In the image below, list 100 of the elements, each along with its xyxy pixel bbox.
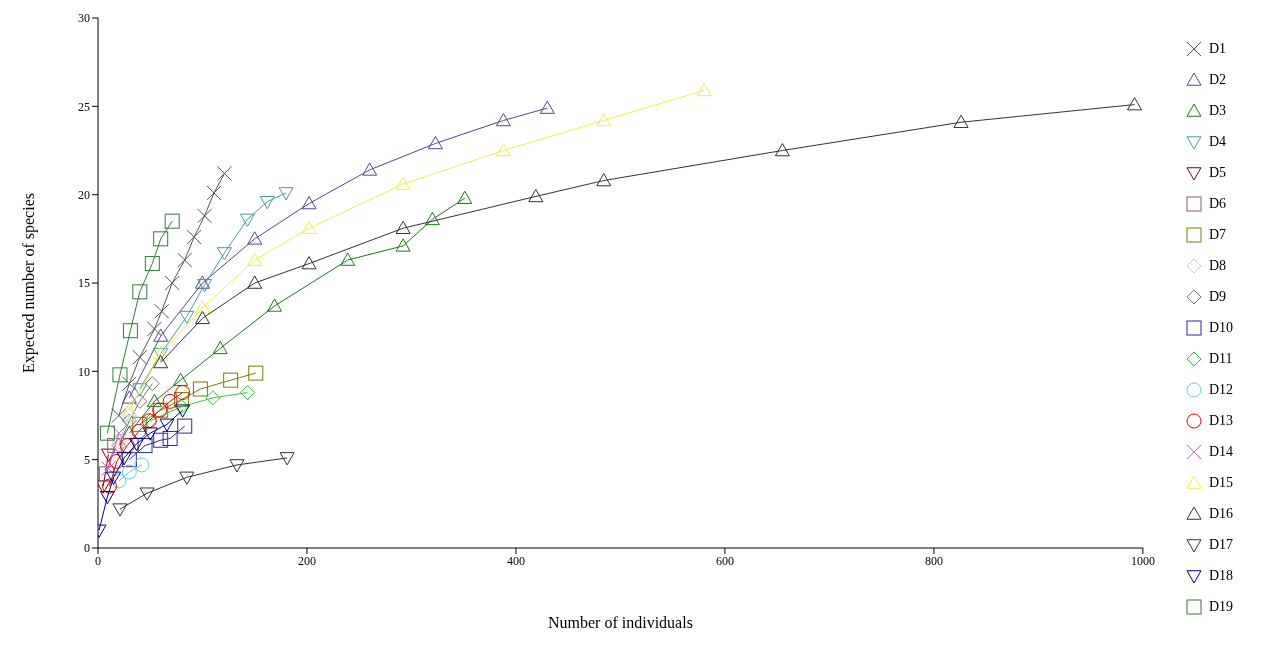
point xyxy=(121,413,137,429)
point xyxy=(247,275,263,289)
legend-label: D10 xyxy=(1208,320,1233,336)
legend-label: D2 xyxy=(1208,72,1226,88)
legend-label: D3 xyxy=(1208,103,1226,119)
point xyxy=(395,220,411,234)
point xyxy=(247,252,263,266)
point xyxy=(146,321,162,337)
point xyxy=(129,438,145,452)
point xyxy=(953,114,969,128)
point xyxy=(121,408,137,423)
point xyxy=(109,453,125,469)
point xyxy=(495,143,511,157)
point xyxy=(186,229,202,245)
y-tick-label: 0 xyxy=(84,541,90,556)
point xyxy=(175,385,191,401)
point xyxy=(162,430,178,446)
point xyxy=(259,195,275,210)
point xyxy=(111,408,127,423)
point xyxy=(528,188,544,203)
point xyxy=(395,176,411,190)
point xyxy=(216,247,232,261)
point xyxy=(301,220,317,234)
point xyxy=(247,231,263,245)
point xyxy=(111,438,127,454)
y-tick-label: 30 xyxy=(78,11,90,26)
point xyxy=(212,340,228,355)
point xyxy=(174,399,190,415)
y-tick-label: 15 xyxy=(78,276,90,291)
legend-label: D18 xyxy=(1208,568,1233,584)
point xyxy=(194,300,210,314)
legend-label: D5 xyxy=(1208,165,1226,181)
point xyxy=(427,135,443,150)
point xyxy=(696,82,712,97)
legend-label: D7 xyxy=(1208,227,1226,243)
point xyxy=(457,190,473,204)
legend-label: D16 xyxy=(1208,506,1233,522)
point xyxy=(132,349,148,365)
point xyxy=(111,434,127,450)
legend-label: D14 xyxy=(1208,444,1233,460)
point xyxy=(279,452,295,466)
point xyxy=(177,252,193,268)
point xyxy=(99,425,115,441)
point xyxy=(223,372,239,388)
x-axis-title: Number of individuals xyxy=(548,614,693,631)
point xyxy=(539,100,555,114)
point xyxy=(153,328,169,342)
point xyxy=(106,471,122,485)
point xyxy=(173,372,189,386)
y-tick-label: 20 xyxy=(78,187,90,202)
point xyxy=(197,279,213,293)
point xyxy=(100,461,116,476)
point xyxy=(194,310,210,325)
point xyxy=(144,256,160,272)
y-tick-label: 25 xyxy=(78,99,90,114)
point xyxy=(132,416,148,432)
point xyxy=(121,464,137,480)
legend-label: D6 xyxy=(1208,196,1226,212)
point xyxy=(111,473,127,489)
point xyxy=(340,252,356,266)
point xyxy=(164,213,180,229)
x-tick-label: 600 xyxy=(715,553,734,568)
point xyxy=(119,438,135,454)
legend-label: D8 xyxy=(1208,258,1226,274)
point xyxy=(239,213,255,227)
point xyxy=(99,491,115,505)
point xyxy=(174,392,190,408)
point xyxy=(774,143,790,157)
point xyxy=(164,275,180,291)
point xyxy=(179,310,195,325)
point xyxy=(424,211,440,226)
point xyxy=(153,231,169,247)
x-tick-label: 400 xyxy=(506,553,525,568)
point xyxy=(144,376,160,392)
legend-label: D4 xyxy=(1208,134,1226,150)
y-tick-label: 5 xyxy=(84,452,90,467)
legend-label: D13 xyxy=(1208,413,1233,429)
legend-label: D12 xyxy=(1208,382,1233,398)
point xyxy=(154,303,170,319)
point xyxy=(132,284,148,300)
point xyxy=(267,298,283,312)
point xyxy=(301,256,317,270)
point xyxy=(132,383,148,397)
point xyxy=(121,376,137,392)
point xyxy=(159,418,175,432)
point xyxy=(121,452,137,468)
point xyxy=(146,393,162,408)
point xyxy=(132,393,148,409)
point xyxy=(596,112,612,127)
point xyxy=(112,367,128,383)
point xyxy=(278,187,294,201)
point xyxy=(495,112,511,127)
point xyxy=(179,471,195,485)
point xyxy=(229,459,245,473)
point xyxy=(139,487,155,501)
point xyxy=(362,162,378,176)
point xyxy=(197,208,213,224)
point xyxy=(131,423,147,439)
point xyxy=(116,452,132,466)
point xyxy=(153,355,169,369)
